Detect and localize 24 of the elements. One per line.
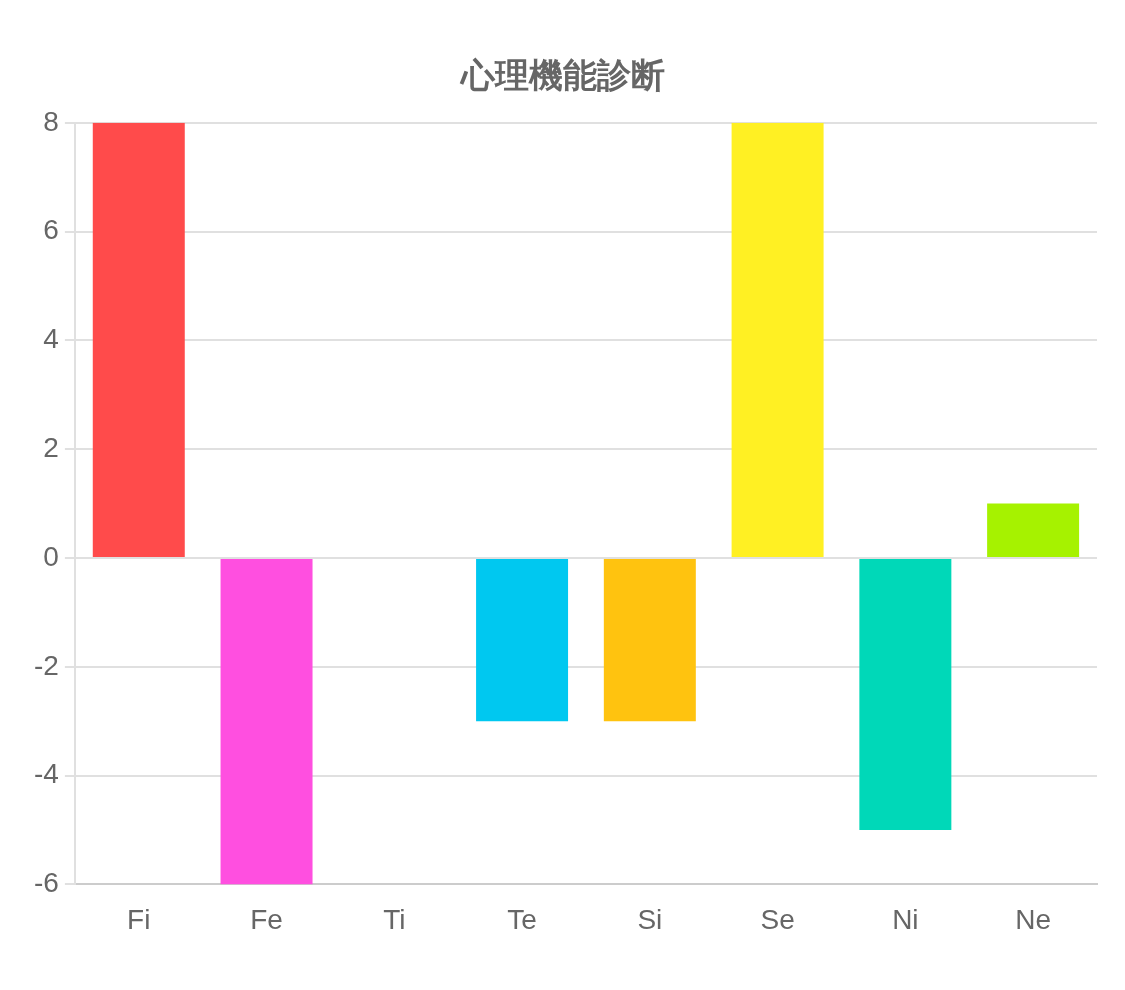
bar: [603, 559, 696, 722]
x-tick-label: Ni: [892, 903, 919, 935]
y-tick-label: -2: [33, 649, 59, 681]
x-tick-label: Si: [637, 903, 663, 935]
chart-title: 心理機能診断: [458, 55, 665, 96]
x-tick-label: Fe: [250, 903, 283, 935]
y-tick-label: -4: [33, 758, 59, 790]
bar: [987, 503, 1080, 557]
bar: [731, 122, 824, 557]
y-tick-label: 8: [43, 105, 59, 137]
y-tick-label: 4: [43, 323, 59, 355]
bar: [220, 559, 313, 885]
bar: [92, 122, 185, 557]
x-tick-label: Ti: [383, 903, 406, 935]
y-tick-label: 2: [43, 431, 59, 463]
x-tick-label: Te: [507, 903, 537, 935]
x-tick-label: Ne: [1015, 903, 1052, 935]
y-tick-label: 6: [43, 214, 59, 246]
x-tick-label: Fi: [127, 903, 151, 935]
bar: [476, 559, 569, 722]
bar: [859, 559, 952, 830]
x-tick-label: Se: [760, 903, 795, 935]
y-tick-label: 0: [43, 540, 59, 572]
y-tick-label: -6: [33, 867, 59, 899]
